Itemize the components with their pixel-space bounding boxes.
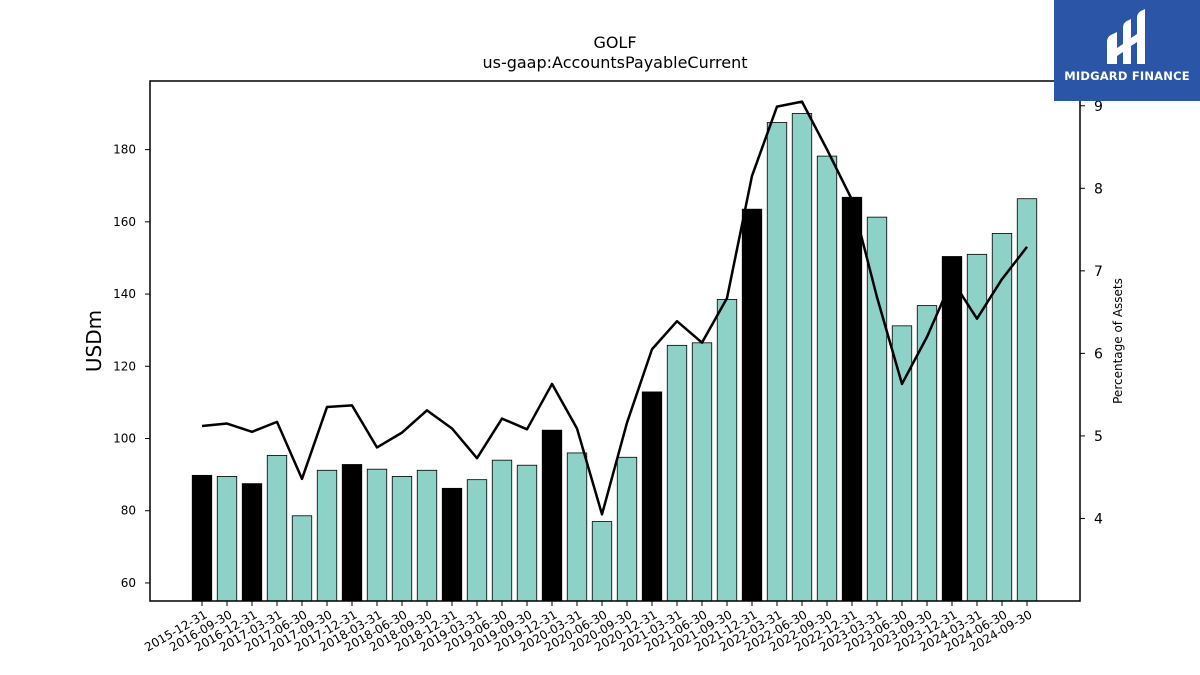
- logo-mark-icon: [1107, 9, 1145, 64]
- y2-tick-label-5: 5: [1094, 429, 1103, 445]
- plot-frame: [149, 80, 1081, 602]
- bar-2022-03-31: [766, 122, 788, 602]
- y-tick-label-60: 60: [121, 576, 136, 590]
- bar-2020-06-30: [591, 521, 613, 602]
- y2-tick-label-9: 9: [1094, 99, 1103, 115]
- bar-2017-03-31: [266, 455, 288, 602]
- y-axis-label: USDm: [82, 310, 106, 372]
- y-tick-label-100: 100: [113, 432, 136, 446]
- bar-2023-12-31: [941, 256, 963, 602]
- bar-2022-12-31: [841, 196, 863, 602]
- y2-axis: 4 5 6 7 8 9: [1080, 99, 1103, 527]
- pct-of-assets-line: [201, 100, 1028, 516]
- bar-2018-06-30: [391, 476, 413, 602]
- y2-tick-label-8: 8: [1094, 181, 1103, 197]
- bar-2020-09-30: [616, 456, 638, 602]
- bar-2023-06-30: [891, 325, 913, 602]
- bar-2024-09-30: [1016, 198, 1038, 602]
- y-axis: 60 80 100 120 140 160 180: [113, 143, 150, 590]
- y-tick-label-80: 80: [121, 504, 136, 518]
- bars-group: [191, 113, 1038, 602]
- y2-tick-label-7: 7: [1094, 264, 1103, 280]
- chart-subtitle: us-gaap:AccountsPayableCurrent: [482, 53, 747, 72]
- bar-2021-03-31: [666, 344, 688, 602]
- y2-tick-label-4: 4: [1094, 511, 1103, 527]
- bar-2017-06-30: [291, 515, 313, 602]
- bar-2018-09-30: [416, 469, 438, 602]
- chart-title: GOLF: [593, 33, 636, 52]
- y-tick-label-180: 180: [113, 143, 136, 157]
- bar-2022-09-30: [816, 155, 838, 602]
- bar-2017-09-30: [316, 469, 338, 602]
- bar-2019-12-31: [541, 429, 563, 602]
- bar-2018-03-31: [366, 468, 388, 602]
- bar-2020-12-31: [641, 391, 663, 602]
- logo-text: MIDGARD FINANCE: [1064, 69, 1190, 83]
- x-axis: 2015-12-312016-09-302016-12-312017-03-31…: [142, 601, 1035, 654]
- bar-2022-06-30: [791, 113, 813, 602]
- y-tick-label-160: 160: [113, 215, 136, 229]
- y-tick-label-120: 120: [113, 359, 136, 373]
- bar-2015-12-31: [191, 474, 213, 602]
- y2-tick-label-6: 6: [1094, 346, 1103, 362]
- bar-2016-09-30: [216, 476, 238, 602]
- bar-2019-03-31: [466, 479, 488, 602]
- y-tick-label-140: 140: [113, 287, 136, 301]
- midgard-finance-logo: MIDGARD FINANCE: [1054, 0, 1200, 101]
- bar-2017-12-31: [341, 464, 363, 602]
- bar-2016-12-31: [241, 483, 263, 602]
- bar-2021-06-30: [691, 342, 713, 602]
- y2-axis-label: Percentage of Assets: [1111, 278, 1125, 404]
- bar-2021-09-30: [716, 299, 738, 602]
- bar-2019-06-30: [491, 459, 513, 602]
- bar-2018-12-31: [441, 487, 463, 602]
- bar-2019-09-30: [516, 464, 538, 602]
- bar-2020-03-31: [566, 452, 588, 602]
- bar-2021-12-31: [741, 208, 763, 602]
